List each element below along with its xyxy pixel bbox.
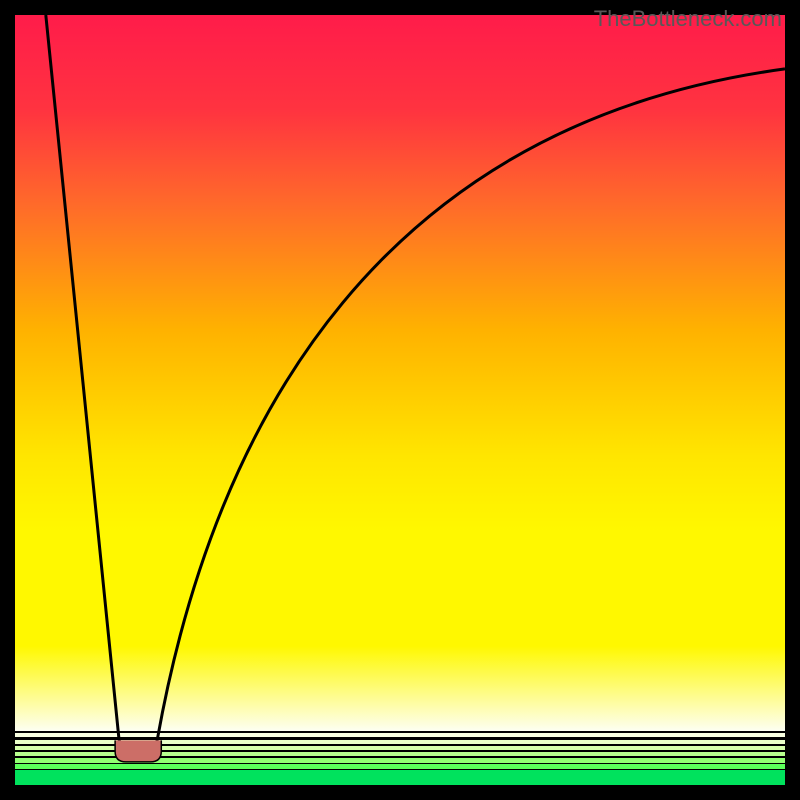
curve-overlay (15, 15, 785, 785)
plot-area (15, 15, 785, 785)
valley-marker (115, 740, 161, 762)
watermark-text: TheBottleneck.com (594, 6, 782, 32)
bottleneck-curve (46, 15, 785, 756)
chart-container: TheBottleneck.com (0, 0, 800, 800)
